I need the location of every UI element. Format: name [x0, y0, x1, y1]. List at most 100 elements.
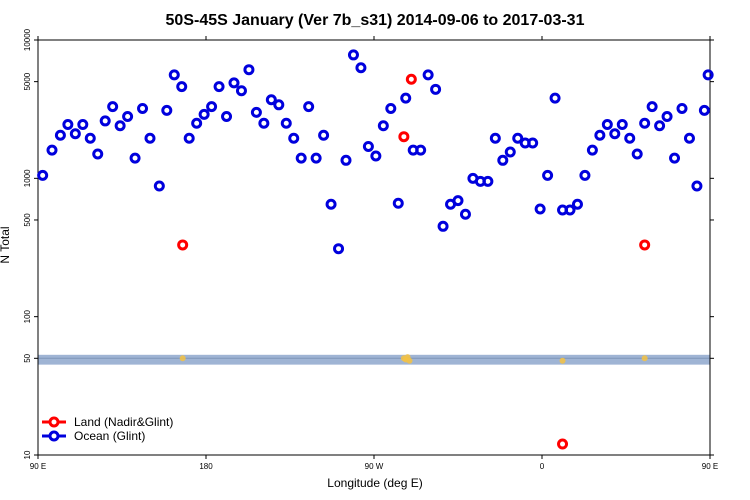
x-axis-label: Longitude (deg E) — [327, 476, 422, 490]
data-point — [639, 239, 651, 251]
data-point — [512, 132, 524, 144]
x-tick-label-0: 90 E — [30, 462, 46, 471]
data-point — [624, 132, 636, 144]
data-point — [355, 62, 367, 74]
data-point — [92, 148, 104, 160]
data-point — [430, 83, 442, 95]
data-point — [616, 118, 628, 130]
y-tick-label-4: 1000 — [23, 169, 32, 187]
y-axis: 10 50 100 500 1000 5000 10000 — [23, 28, 714, 459]
y-tick-label-6: 10000 — [23, 28, 32, 51]
data-point — [564, 204, 576, 216]
data-point — [631, 148, 643, 160]
data-point — [122, 110, 134, 122]
data-point — [661, 110, 673, 122]
data-point — [702, 69, 714, 81]
data-point — [176, 81, 188, 93]
y-tick-label-1: 50 — [23, 353, 32, 362]
data-point — [347, 49, 359, 61]
data-point — [144, 132, 156, 144]
data-point — [177, 239, 189, 251]
data-point — [161, 104, 173, 116]
data-point — [437, 220, 449, 232]
data-point — [459, 208, 471, 220]
data-point — [377, 120, 389, 132]
data-point — [669, 152, 681, 164]
series-ocean-glint- — [37, 49, 714, 255]
data-point — [422, 69, 434, 81]
data-point — [295, 152, 307, 164]
data-point — [137, 102, 149, 114]
data-point — [213, 81, 225, 93]
data-point — [183, 132, 195, 144]
data-point — [288, 132, 300, 144]
data-point — [198, 108, 210, 120]
data-point — [534, 203, 546, 215]
data-point — [54, 129, 66, 141]
legend-label-1: Ocean (Glint) — [74, 429, 145, 443]
data-point — [273, 99, 285, 111]
data-point — [698, 104, 710, 116]
data-point — [489, 132, 501, 144]
data-point — [370, 150, 382, 162]
data-point — [99, 115, 111, 127]
data-points — [37, 49, 714, 450]
data-point — [265, 94, 277, 106]
data-point — [392, 197, 404, 209]
data-point — [62, 118, 74, 130]
band-marker-4 — [406, 357, 413, 364]
x-tick-label-1: 180 — [199, 462, 213, 471]
band-marker-6 — [641, 355, 648, 362]
data-point — [542, 169, 554, 181]
data-point — [235, 85, 247, 97]
data-point — [497, 154, 509, 166]
data-point — [691, 180, 703, 192]
x-tick-label-3: 0 — [540, 462, 545, 471]
data-point — [250, 106, 262, 118]
data-point — [646, 101, 658, 113]
data-point — [452, 195, 464, 207]
data-point — [153, 180, 165, 192]
series-land-nadir-glint- — [177, 73, 651, 450]
data-point — [639, 117, 651, 129]
data-point — [482, 175, 494, 187]
data-point — [333, 243, 345, 255]
data-point — [571, 198, 583, 210]
data-point — [46, 144, 58, 156]
data-point — [504, 146, 516, 158]
data-point — [168, 69, 180, 81]
data-point — [243, 64, 255, 76]
data-point — [400, 92, 412, 104]
data-point — [114, 120, 126, 132]
data-point — [405, 73, 417, 85]
data-point — [601, 118, 613, 130]
legend-marker-1 — [48, 430, 60, 442]
data-point — [594, 129, 606, 141]
y-tick-label-3: 500 — [23, 213, 32, 227]
data-point — [258, 117, 270, 129]
data-point — [206, 101, 218, 113]
data-point — [84, 132, 96, 144]
data-point — [398, 131, 410, 143]
x-tick-label-2: 90 W — [365, 462, 384, 471]
y-tick-label-5: 5000 — [23, 72, 32, 90]
band-marker-5 — [559, 357, 566, 364]
reference-band-layer — [38, 354, 710, 365]
data-point — [318, 129, 330, 141]
data-point — [228, 77, 240, 89]
data-point — [107, 101, 119, 113]
data-point — [415, 144, 427, 156]
data-point — [676, 102, 688, 114]
x-axis: 90 E 180 90 W 0 90 E — [30, 36, 718, 471]
legend-label-0: Land (Nadir&Glint) — [74, 415, 173, 429]
data-point — [683, 132, 695, 144]
data-point — [325, 198, 337, 210]
data-point — [579, 169, 591, 181]
data-point — [37, 169, 49, 181]
data-point — [549, 92, 561, 104]
y-tick-label-2: 100 — [23, 309, 32, 323]
data-point — [69, 128, 81, 140]
data-point — [654, 120, 666, 132]
data-point — [609, 128, 621, 140]
